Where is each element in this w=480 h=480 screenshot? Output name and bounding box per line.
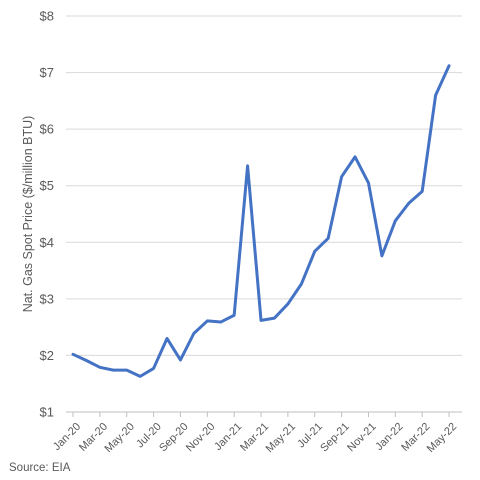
- x-tick-label: May-22: [425, 421, 459, 455]
- y-tick-label: $4: [40, 235, 54, 250]
- gridlines: [66, 15, 462, 356]
- y-tick-labels: $1 $2 $3 $4 $5 $6 $7 $8: [40, 9, 54, 420]
- source-note: Source: EIA: [9, 462, 71, 474]
- x-tick-label: Nov-20: [184, 421, 218, 455]
- y-tick-label: $1: [40, 405, 54, 420]
- price-series-line: [71, 64, 451, 378]
- x-tick-label: May-21: [264, 421, 298, 455]
- y-tick-label: $6: [40, 122, 54, 137]
- y-axis-label: Nat. Gas Spot Price ($/million BTU): [21, 116, 35, 313]
- y-tick-label: $8: [40, 9, 54, 24]
- x-tick-label: Sep-20: [157, 421, 191, 455]
- x-tick-labels: Jan-20Mar-20May-20Jul-20Sep-20Nov-20Jan-…: [51, 412, 459, 455]
- x-tick-label: Nov-21: [345, 421, 379, 455]
- y-tick-label: $3: [40, 291, 54, 306]
- y-tick-label: $2: [40, 348, 54, 363]
- y-tick-label: $7: [40, 65, 54, 80]
- x-tick-label: Sep-21: [318, 421, 352, 455]
- x-tick-label: May-20: [103, 421, 137, 455]
- y-tick-label: $5: [40, 178, 54, 193]
